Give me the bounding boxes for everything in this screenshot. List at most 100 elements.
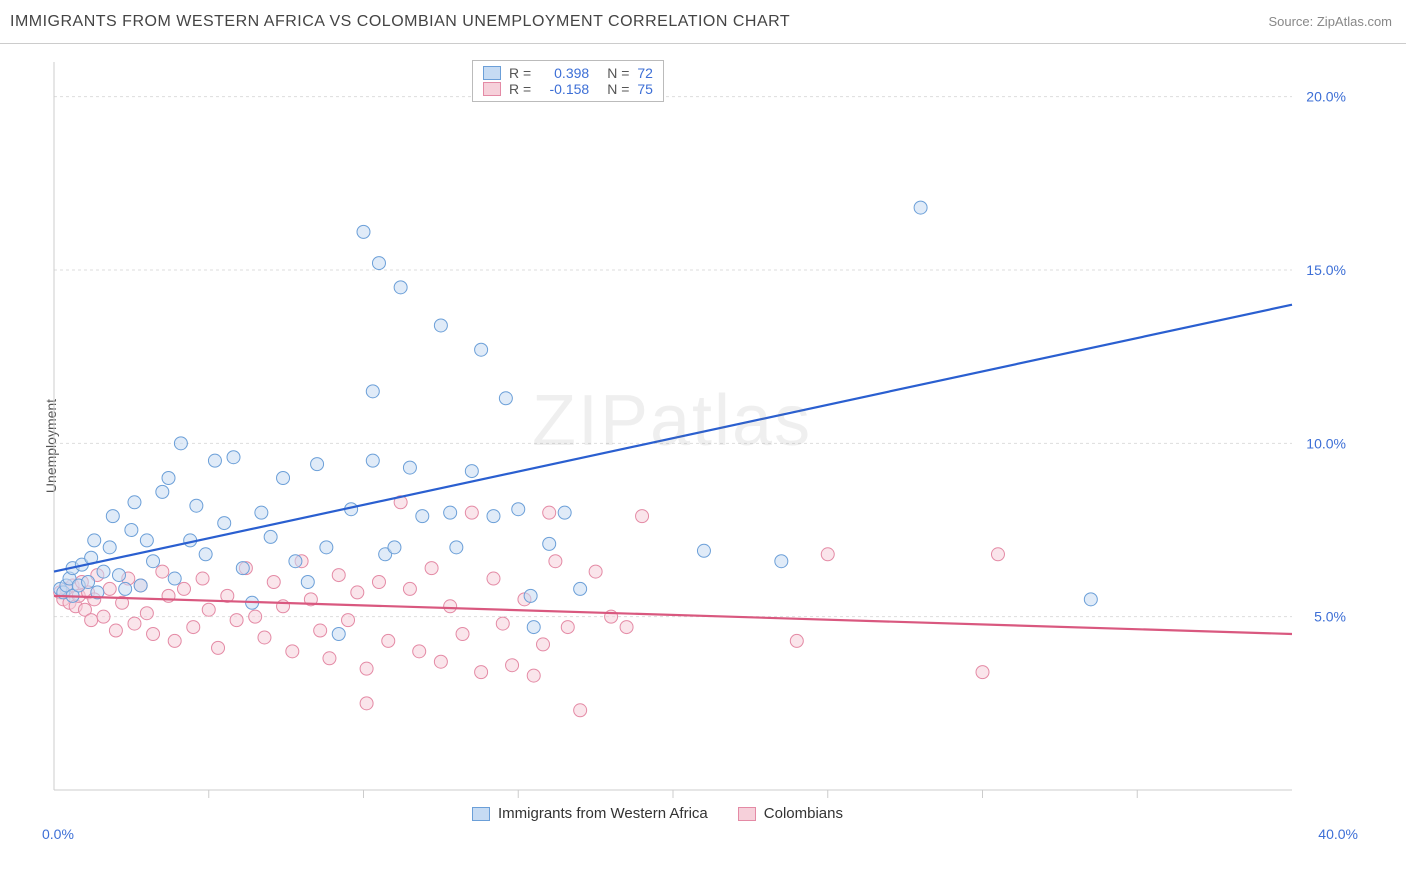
data-point	[258, 631, 271, 644]
data-point	[475, 343, 488, 356]
data-point	[512, 503, 525, 516]
data-point	[286, 645, 299, 658]
data-point	[103, 541, 116, 554]
n-value: 75	[637, 81, 653, 97]
data-point	[574, 704, 587, 717]
data-point	[125, 524, 138, 537]
x-axis-max-label: 40.0%	[1318, 826, 1358, 842]
data-point	[85, 614, 98, 627]
correlation-legend: R = 0.398 N = 72R = -0.158 N = 75	[472, 60, 664, 102]
legend-row: R =-0.158N =75	[483, 81, 653, 97]
data-point	[196, 572, 209, 585]
legend-label: Immigrants from Western Africa	[498, 805, 708, 822]
data-point	[524, 589, 537, 602]
data-point	[147, 555, 160, 568]
data-point	[156, 565, 169, 578]
x-axis-min-label: 0.0%	[42, 826, 74, 842]
data-point	[106, 510, 119, 523]
legend-row: R = 0.398 N = 72	[483, 65, 653, 81]
data-point	[230, 614, 243, 627]
series-legend: Immigrants from Western Africa Colombians	[472, 805, 843, 822]
n-label: N =	[607, 81, 629, 97]
data-point	[249, 610, 262, 623]
data-point	[394, 281, 407, 294]
legend-item: Immigrants from Western Africa	[472, 805, 708, 822]
data-point	[1084, 593, 1097, 606]
data-point	[537, 638, 550, 651]
plot-svg: 5.0%10.0%15.0%20.0%	[52, 60, 1352, 820]
data-point	[314, 624, 327, 637]
data-point	[360, 662, 373, 675]
n-value: 72	[637, 65, 653, 81]
data-point	[323, 652, 336, 665]
data-point	[456, 628, 469, 641]
data-point	[134, 579, 147, 592]
data-point	[82, 576, 95, 589]
legend-swatch	[483, 82, 501, 96]
trend-line	[54, 305, 1292, 572]
data-point	[109, 624, 122, 637]
legend-label: Colombians	[764, 805, 843, 822]
y-tick-label: 15.0%	[1306, 262, 1346, 278]
data-point	[574, 582, 587, 595]
data-point	[527, 621, 540, 634]
data-point	[425, 562, 438, 575]
data-point	[372, 257, 385, 270]
data-point	[775, 555, 788, 568]
data-point	[277, 472, 290, 485]
data-point	[444, 600, 457, 613]
legend-swatch	[483, 66, 501, 80]
data-point	[97, 565, 110, 578]
data-point	[357, 225, 370, 238]
data-point	[382, 634, 395, 647]
data-point	[790, 634, 803, 647]
data-point	[697, 544, 710, 557]
data-point	[119, 582, 132, 595]
y-tick-label: 20.0%	[1306, 89, 1346, 105]
data-point	[372, 576, 385, 589]
data-point	[212, 641, 225, 654]
legend-item: Colombians	[738, 805, 843, 822]
data-point	[97, 610, 110, 623]
data-point	[416, 510, 429, 523]
data-point	[487, 572, 500, 585]
n-label: N =	[607, 65, 629, 81]
data-point	[267, 576, 280, 589]
data-point	[301, 576, 314, 589]
data-point	[311, 458, 324, 471]
data-point	[558, 506, 571, 519]
r-value: 0.398	[539, 65, 589, 81]
chart-title: IMMIGRANTS FROM WESTERN AFRICA VS COLOMB…	[10, 13, 790, 31]
data-point	[88, 534, 101, 547]
data-point	[366, 385, 379, 398]
data-point	[434, 319, 447, 332]
data-point	[403, 461, 416, 474]
data-point	[112, 569, 125, 582]
data-point	[177, 582, 190, 595]
y-tick-label: 5.0%	[1314, 609, 1346, 625]
legend-swatch	[472, 807, 490, 821]
data-point	[636, 510, 649, 523]
data-point	[140, 607, 153, 620]
chart-header: IMMIGRANTS FROM WESTERN AFRICA VS COLOMB…	[0, 0, 1406, 44]
data-point	[821, 548, 834, 561]
data-point	[174, 437, 187, 450]
data-point	[487, 510, 500, 523]
r-label: R =	[509, 65, 531, 81]
data-point	[475, 666, 488, 679]
data-point	[103, 582, 116, 595]
data-point	[208, 454, 221, 467]
data-point	[543, 537, 556, 550]
data-point	[561, 621, 574, 634]
data-point	[366, 454, 379, 467]
data-point	[187, 621, 200, 634]
data-point	[465, 465, 478, 478]
r-value: -0.158	[539, 81, 589, 97]
data-point	[264, 530, 277, 543]
data-point	[218, 517, 231, 530]
data-point	[434, 655, 447, 668]
data-point	[168, 572, 181, 585]
data-point	[499, 392, 512, 405]
data-point	[342, 614, 355, 627]
data-point	[496, 617, 509, 630]
